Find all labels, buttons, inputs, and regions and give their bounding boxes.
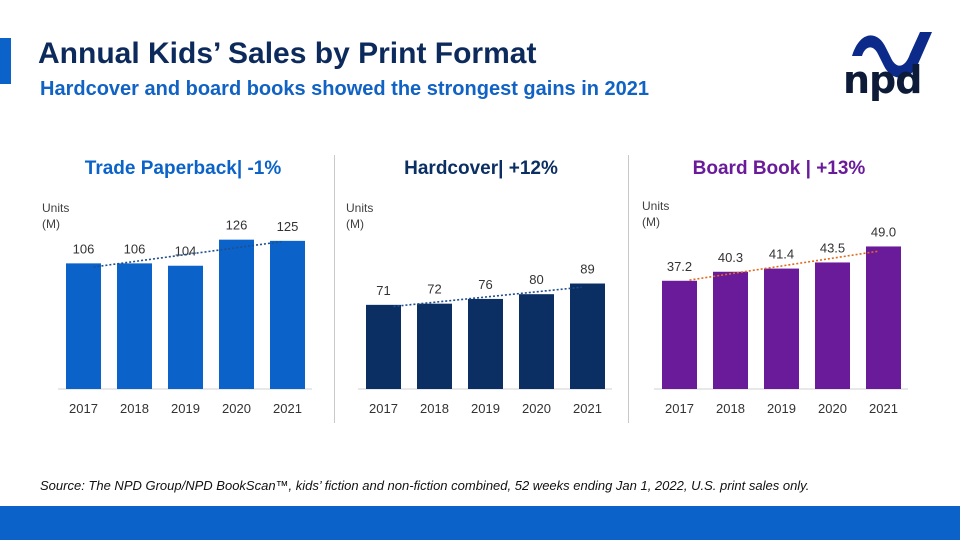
- units-label-trade-paperback: Units (M): [42, 200, 69, 232]
- x-tick-label-2021: 2021: [573, 401, 602, 416]
- x-tick-label-2020: 2020: [522, 401, 551, 416]
- units-label-line1: Units: [346, 201, 374, 215]
- units-label-hardcover: Units (M): [346, 200, 373, 232]
- bar-2021: [570, 283, 605, 389]
- x-tick-label-2019: 2019: [171, 401, 200, 416]
- bar-2017: [66, 263, 101, 389]
- chart-title-trade-paperback: Trade Paperback| -1%: [84, 158, 282, 179]
- units-label-line1: Units: [42, 201, 70, 215]
- chart-title-board-book: Board Book | +13%: [692, 158, 866, 179]
- page-title: Annual Kids’ Sales by Print Format: [38, 37, 537, 70]
- x-tick-label-2021: 2021: [273, 401, 302, 416]
- x-tick-label-2020: 2020: [818, 401, 847, 416]
- data-label-2021: 89: [580, 262, 594, 277]
- x-tick-label-2018: 2018: [120, 401, 149, 416]
- bar-2019: [168, 265, 203, 389]
- npd-logo-text: npd: [843, 58, 922, 102]
- bar-2018: [713, 271, 748, 389]
- x-tick-label-2017: 2017: [69, 401, 98, 416]
- data-label-2017: 71: [376, 283, 390, 298]
- data-label-2020: 43.5: [820, 240, 845, 255]
- chart-hardcover: 71 2017 72 2018 76 2019 80 2020 89 2021: [358, 262, 612, 416]
- title-accent-bar: [0, 38, 11, 84]
- units-label-line2: (M): [346, 217, 364, 231]
- source-footnote: Source: The NPD Group/NPD BookScan™, kid…: [40, 478, 810, 493]
- x-tick-label-2019: 2019: [767, 401, 796, 416]
- data-label-2018: 40.3: [718, 250, 743, 265]
- bar-2017: [662, 280, 697, 389]
- data-label-2018: 72: [427, 282, 441, 297]
- data-label-2020: 126: [226, 218, 248, 233]
- footer-bar: [0, 506, 960, 540]
- data-label-2020: 80: [529, 272, 543, 287]
- trendline: [393, 286, 582, 308]
- data-label-2021: 125: [277, 219, 299, 234]
- units-label-line2: (M): [642, 215, 660, 229]
- units-label-board-book: Units (M): [642, 198, 669, 230]
- x-tick-label-2020: 2020: [222, 401, 251, 416]
- data-label-2021: 49.0: [871, 224, 896, 239]
- bar-2020: [815, 262, 850, 389]
- bar-2021: [866, 246, 901, 389]
- bar-2019: [764, 268, 799, 389]
- data-label-2017: 37.2: [667, 259, 692, 274]
- chart-board-book: 37.2 2017 40.3 2018 41.4 2019 43.5 2020 49.0 2021: [654, 224, 908, 416]
- units-label-line1: Units: [642, 199, 670, 213]
- panel-divider-2: [628, 155, 629, 423]
- panel-divider-1: [334, 155, 335, 423]
- bar-2018: [117, 263, 152, 389]
- x-tick-label-2017: 2017: [665, 401, 694, 416]
- x-tick-label-2018: 2018: [420, 401, 449, 416]
- chart-title-hardcover: Hardcover| +12%: [404, 158, 558, 179]
- bar-2019: [468, 298, 503, 389]
- chart-trade-paperback: 106 2017 106 2018 104 2019 126 2020 125 2021: [58, 218, 312, 416]
- data-label-2017: 106: [73, 241, 95, 256]
- x-tick-label-2021: 2021: [869, 401, 898, 416]
- bar-2021: [270, 240, 305, 389]
- bar-2018: [417, 303, 452, 389]
- bar-2017: [366, 304, 401, 389]
- data-label-2018: 106: [124, 241, 146, 256]
- x-tick-label-2017: 2017: [369, 401, 398, 416]
- bar-2020: [519, 294, 554, 389]
- bar-2020: [219, 239, 254, 389]
- data-label-2019: 41.4: [769, 247, 794, 262]
- data-label-2019: 104: [175, 244, 197, 259]
- x-tick-label-2018: 2018: [716, 401, 745, 416]
- npd-swoosh-icon: [852, 32, 932, 78]
- data-label-2019: 76: [478, 277, 492, 292]
- x-tick-label-2019: 2019: [471, 401, 500, 416]
- units-label-line2: (M): [42, 217, 60, 231]
- page-subtitle: Hardcover and board books showed the str…: [40, 78, 650, 100]
